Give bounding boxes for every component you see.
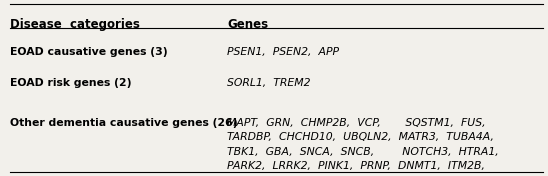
- Text: PSEN1,  PSEN2,  APP: PSEN1, PSEN2, APP: [227, 47, 339, 57]
- Text: EOAD risk genes (2): EOAD risk genes (2): [10, 78, 132, 88]
- Text: EOAD causative genes (3): EOAD causative genes (3): [10, 47, 168, 57]
- Text: SORL1,  TREM2: SORL1, TREM2: [227, 78, 311, 88]
- Text: Genes: Genes: [227, 18, 269, 32]
- Text: MAPT,  GRN,  CHMP2B,  VCP,       SQSTM1,  FUS,
TARDBP,  CHCHD10,  UBQLN2,  MATR3: MAPT, GRN, CHMP2B, VCP, SQSTM1, FUS, TAR…: [227, 118, 499, 176]
- Text: Disease  categories: Disease categories: [10, 18, 140, 32]
- Text: Other dementia causative genes (26): Other dementia causative genes (26): [10, 118, 237, 128]
